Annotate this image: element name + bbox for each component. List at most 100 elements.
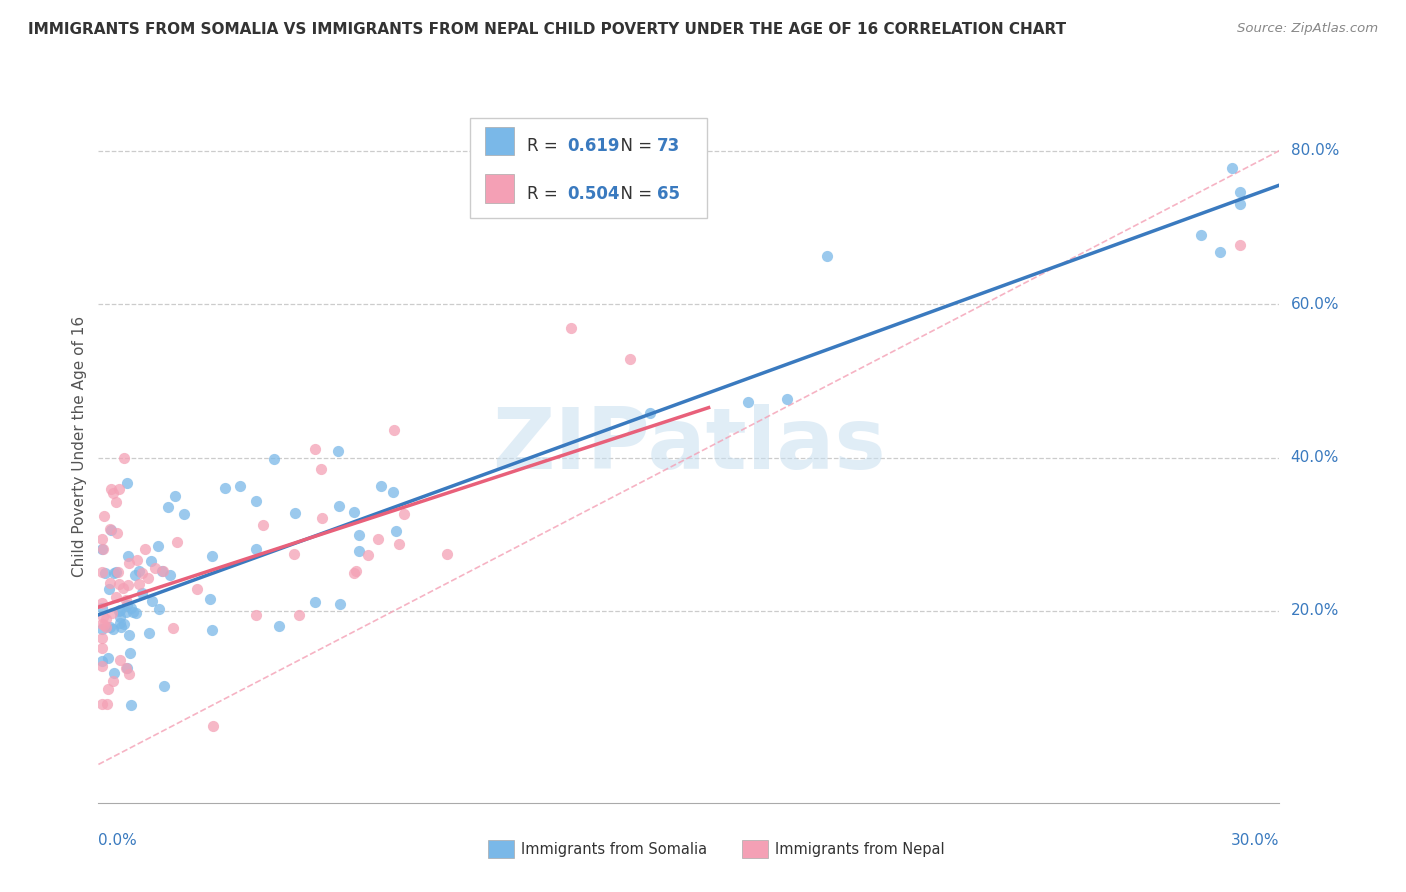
Point bbox=[108, 604, 131, 618]
Text: N =: N = bbox=[610, 136, 657, 154]
Point bbox=[112, 451, 135, 466]
Point bbox=[96, 697, 118, 711]
Text: 65: 65 bbox=[657, 185, 681, 202]
Point bbox=[91, 565, 114, 579]
Point bbox=[103, 566, 125, 580]
Point bbox=[344, 564, 367, 578]
Point bbox=[1229, 237, 1251, 252]
Point bbox=[97, 650, 120, 665]
Point bbox=[120, 601, 142, 615]
Point bbox=[148, 602, 170, 616]
Point bbox=[100, 523, 122, 537]
Point bbox=[131, 566, 153, 581]
Point bbox=[326, 444, 349, 458]
Point bbox=[112, 581, 135, 595]
Point bbox=[91, 697, 114, 711]
Point bbox=[381, 484, 404, 499]
Point bbox=[110, 610, 132, 624]
Point bbox=[162, 621, 184, 635]
Point bbox=[101, 674, 124, 689]
Point bbox=[138, 625, 160, 640]
Point bbox=[159, 568, 181, 582]
Point bbox=[107, 565, 129, 579]
Point bbox=[153, 680, 176, 694]
Text: 80.0%: 80.0% bbox=[1291, 143, 1339, 158]
Point bbox=[347, 543, 370, 558]
Point bbox=[288, 608, 311, 623]
Text: IMMIGRANTS FROM SOMALIA VS IMMIGRANTS FROM NEPAL CHILD POVERTY UNDER THE AGE OF : IMMIGRANTS FROM SOMALIA VS IMMIGRANTS FR… bbox=[28, 22, 1066, 37]
Point bbox=[108, 482, 131, 496]
Text: R =: R = bbox=[527, 136, 564, 154]
Point bbox=[245, 608, 267, 623]
Text: Immigrants from Somalia: Immigrants from Somalia bbox=[522, 842, 707, 856]
Point bbox=[97, 682, 120, 697]
Point bbox=[91, 542, 114, 557]
Point bbox=[1229, 196, 1251, 211]
Point bbox=[150, 565, 173, 579]
Point bbox=[214, 481, 236, 495]
Point bbox=[128, 564, 150, 578]
Text: 40.0%: 40.0% bbox=[1291, 450, 1339, 465]
Point bbox=[100, 576, 122, 591]
Point bbox=[91, 641, 114, 656]
Point bbox=[114, 661, 136, 675]
Point bbox=[1209, 245, 1232, 260]
Point bbox=[120, 646, 142, 660]
Point bbox=[1220, 161, 1243, 175]
Point bbox=[101, 486, 124, 500]
Point bbox=[101, 607, 124, 621]
Point bbox=[436, 547, 458, 561]
Point bbox=[108, 653, 131, 667]
Point bbox=[108, 616, 131, 631]
Point bbox=[201, 549, 224, 563]
Point bbox=[638, 406, 661, 420]
Point bbox=[125, 606, 148, 620]
Point bbox=[356, 549, 378, 563]
Text: 0.619: 0.619 bbox=[567, 136, 620, 154]
Point bbox=[94, 620, 117, 634]
Point bbox=[229, 479, 252, 493]
Point bbox=[118, 667, 141, 681]
Point bbox=[91, 541, 114, 556]
Point bbox=[98, 522, 121, 536]
Point bbox=[245, 541, 267, 556]
Point bbox=[105, 526, 128, 541]
Point bbox=[103, 622, 125, 636]
Point bbox=[110, 603, 132, 617]
Point bbox=[560, 320, 582, 334]
Point bbox=[343, 566, 366, 581]
Text: Immigrants from Nepal: Immigrants from Nepal bbox=[775, 842, 945, 856]
Point bbox=[131, 586, 153, 600]
Bar bbox=[488, 840, 515, 858]
Text: 60.0%: 60.0% bbox=[1291, 296, 1339, 311]
Point bbox=[91, 654, 114, 668]
Text: 0.504: 0.504 bbox=[567, 185, 620, 202]
Point bbox=[93, 509, 115, 524]
Point bbox=[143, 561, 166, 575]
Text: R =: R = bbox=[527, 185, 564, 202]
Point bbox=[120, 698, 142, 713]
Point bbox=[91, 609, 114, 624]
Point bbox=[304, 442, 326, 457]
Point bbox=[384, 524, 406, 539]
Point bbox=[118, 628, 141, 642]
Point bbox=[370, 479, 392, 493]
Point bbox=[110, 620, 132, 634]
Point bbox=[100, 482, 122, 496]
Point bbox=[93, 618, 115, 632]
Point bbox=[134, 542, 156, 557]
Point bbox=[186, 582, 208, 597]
Point bbox=[166, 535, 188, 549]
Point bbox=[815, 249, 838, 263]
Text: 0.0%: 0.0% bbox=[98, 833, 138, 848]
Point bbox=[283, 547, 305, 561]
Point bbox=[329, 598, 352, 612]
Point bbox=[91, 659, 114, 673]
Point bbox=[91, 622, 114, 636]
Point bbox=[311, 510, 333, 524]
Point bbox=[245, 493, 267, 508]
Point bbox=[98, 582, 121, 596]
Point bbox=[201, 719, 224, 733]
Point bbox=[118, 556, 141, 570]
FancyBboxPatch shape bbox=[471, 118, 707, 218]
